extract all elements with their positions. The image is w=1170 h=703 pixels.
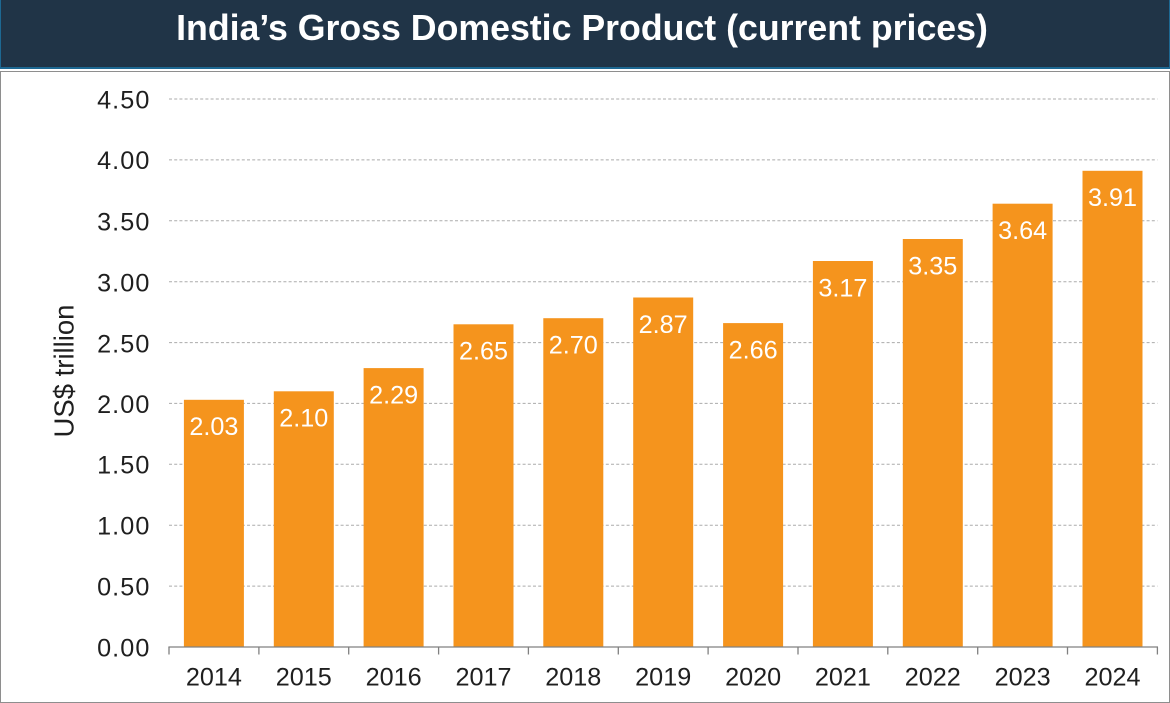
svg-text:4.50: 4.50 — [97, 86, 150, 114]
svg-text:2.03: 2.03 — [189, 413, 238, 441]
svg-text:2.66: 2.66 — [729, 337, 778, 365]
svg-text:US$ trillion: US$ trillion — [49, 305, 80, 438]
svg-text:3.91: 3.91 — [1088, 184, 1137, 212]
svg-text:2015: 2015 — [276, 664, 332, 692]
svg-text:1.50: 1.50 — [97, 452, 150, 480]
svg-text:2.65: 2.65 — [459, 338, 508, 366]
svg-text:1.00: 1.00 — [97, 513, 150, 541]
svg-text:2.10: 2.10 — [279, 405, 328, 433]
svg-text:2020: 2020 — [725, 664, 781, 692]
svg-text:0.00: 0.00 — [97, 634, 150, 662]
svg-text:2.29: 2.29 — [369, 382, 418, 410]
svg-text:3.00: 3.00 — [97, 269, 150, 297]
svg-text:3.50: 3.50 — [97, 209, 150, 237]
svg-text:3.35: 3.35 — [908, 252, 957, 280]
svg-text:0.50: 0.50 — [97, 573, 150, 601]
svg-text:2019: 2019 — [635, 664, 691, 692]
svg-text:2.87: 2.87 — [639, 311, 688, 339]
svg-text:2017: 2017 — [455, 664, 511, 692]
svg-text:4.00: 4.00 — [97, 147, 150, 175]
svg-text:2.50: 2.50 — [97, 330, 150, 358]
svg-text:2016: 2016 — [366, 664, 422, 692]
svg-text:2.00: 2.00 — [97, 391, 150, 419]
svg-text:3.64: 3.64 — [998, 217, 1047, 245]
svg-text:2021: 2021 — [815, 664, 871, 692]
svg-text:2024: 2024 — [1084, 664, 1140, 692]
svg-text:2014: 2014 — [186, 664, 242, 692]
svg-text:2018: 2018 — [545, 664, 601, 692]
svg-text:2022: 2022 — [905, 664, 961, 692]
svg-text:3.17: 3.17 — [818, 274, 867, 302]
svg-text:2.70: 2.70 — [549, 332, 598, 360]
svg-text:2023: 2023 — [995, 664, 1051, 692]
